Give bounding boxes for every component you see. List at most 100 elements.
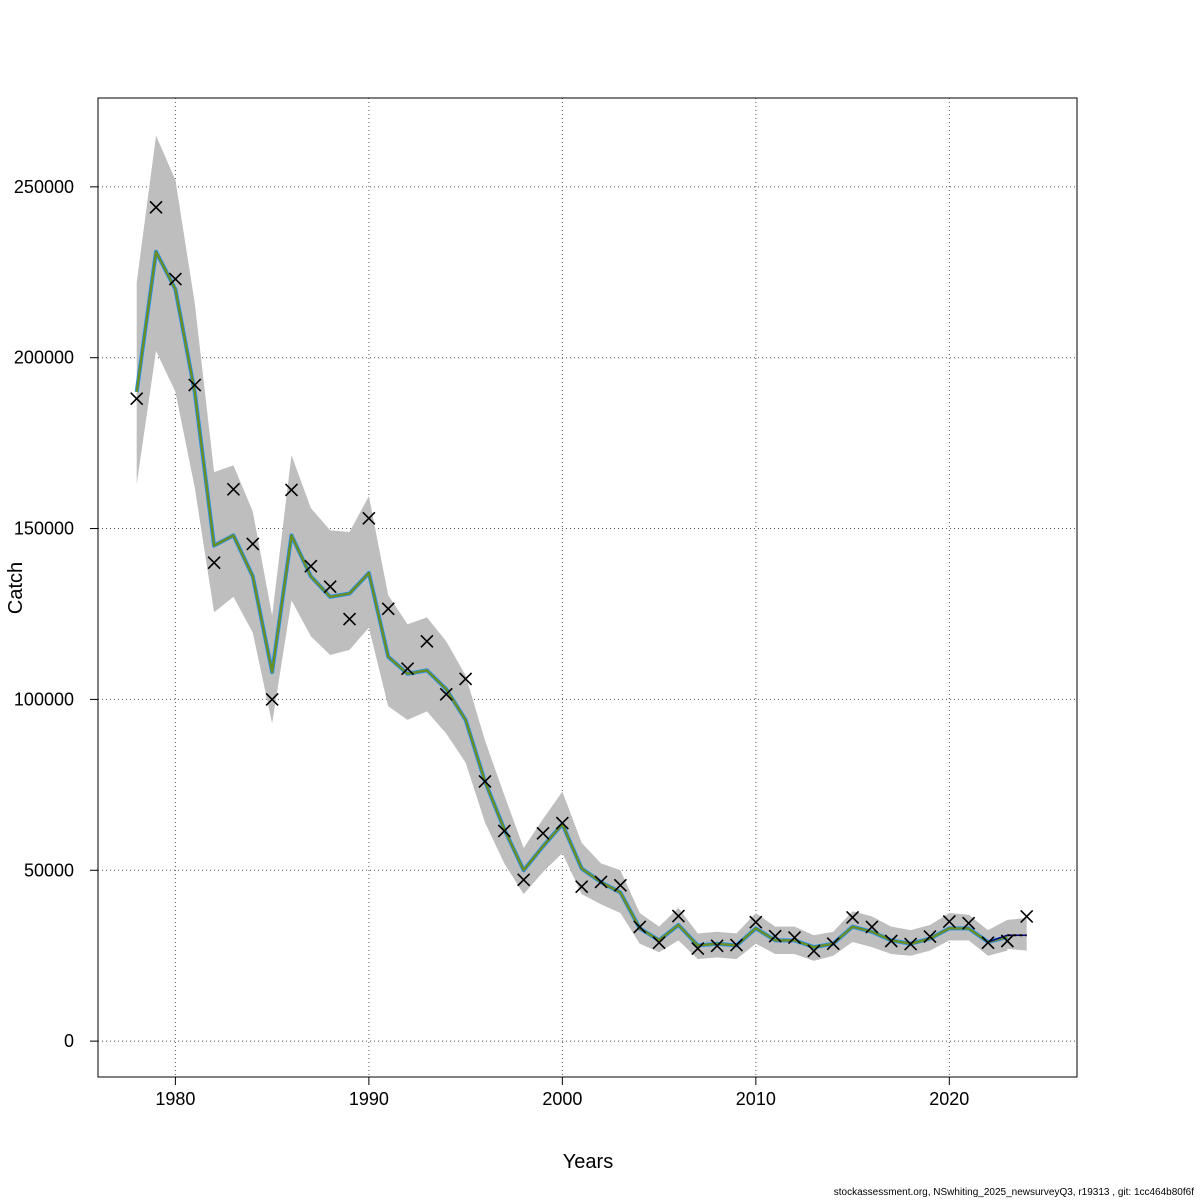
- observed-point-2003: [613, 878, 627, 892]
- observed-point-2019-stroke-b: [923, 929, 937, 944]
- footer-caption: stockassessment.org, NSwhiting_2025_news…: [833, 1187, 1194, 1198]
- observed-point-2018-stroke-b: [904, 937, 918, 951]
- observed-point-2009-stroke-b: [729, 938, 744, 952]
- observed-point-1995: [459, 672, 473, 686]
- observed-point-1979-stroke-b: [149, 200, 163, 214]
- y-axis-title: Catch: [5, 562, 27, 614]
- y-tick-label-0: 0: [64, 1031, 74, 1051]
- observed-point-2016: [865, 920, 879, 934]
- observed-point-1981: [188, 378, 202, 392]
- observed-point-2011: [768, 929, 782, 943]
- observed-point-1985: [265, 692, 279, 706]
- x-tick-label-1980: 1980: [155, 1089, 195, 1109]
- observed-point-2011-stroke-b: [768, 929, 782, 943]
- observed-point-2017: [884, 934, 898, 948]
- observed-point-1992: [400, 662, 415, 676]
- x-tick-label-2020: 2020: [929, 1089, 969, 1109]
- observed-point-1987: [304, 559, 318, 573]
- observed-point-1988: [323, 580, 337, 594]
- observed-point-1980: [168, 272, 182, 286]
- observed-point-1999-stroke-b: [536, 826, 550, 840]
- observed-point-2012: [787, 931, 802, 945]
- observed-point-2000: [555, 816, 569, 830]
- observed-point-1982-stroke-b: [207, 556, 221, 570]
- observed-point-1991-stroke-b: [381, 602, 395, 616]
- observed-point-1988-stroke-b: [323, 580, 337, 594]
- observed-point-1981-stroke-b: [188, 378, 202, 392]
- observed-point-2008: [710, 939, 724, 953]
- observed-point-1998: [517, 873, 531, 887]
- observed-point-2014-stroke-b: [826, 937, 840, 951]
- y-tick-label-100000: 100000: [14, 689, 74, 709]
- observed-point-2006: [671, 909, 686, 923]
- x-axis-title: Years: [563, 1151, 613, 1173]
- observed-point-1984: [246, 537, 260, 551]
- observed-point-1978: [130, 392, 144, 406]
- observed-point-2003-stroke-b: [613, 878, 627, 892]
- observed-point-1978-stroke-b: [130, 392, 144, 406]
- observed-point-2002: [594, 875, 608, 889]
- x-axis: 1980 1990 2000 2010 2020: [155, 1077, 969, 1109]
- observed-point-1998-stroke-b: [517, 873, 531, 887]
- y-tick-label-250000: 250000: [14, 177, 74, 197]
- observed-point-2007: [691, 941, 705, 956]
- observed-point-1982: [207, 556, 221, 570]
- observed-point-1993-stroke-b: [420, 634, 434, 648]
- observed-point-1992-stroke-b: [400, 662, 415, 676]
- observed-point-1997: [497, 824, 511, 838]
- observed-point-1984-stroke-b: [246, 537, 260, 551]
- observed-point-2022-stroke-b: [981, 936, 995, 950]
- observed-point-1999: [536, 826, 550, 840]
- observed-point-2013-stroke-b: [807, 944, 821, 958]
- observed-point-1979: [149, 200, 163, 214]
- observed-point-2016-stroke-b: [865, 920, 879, 934]
- observed-point-2005: [652, 936, 666, 950]
- observed-point-1986-stroke-b: [284, 483, 299, 497]
- observed-point-2005-stroke-b: [652, 936, 666, 950]
- observed-point-1986: [284, 483, 299, 497]
- observed-point-2024: [1020, 909, 1034, 923]
- observed-point-2009: [729, 938, 744, 952]
- observed-point-1989-stroke-b: [342, 612, 357, 626]
- observed-point-2004-stroke-b: [633, 920, 647, 934]
- observed-point-1996: [478, 774, 492, 788]
- observed-point-2001: [575, 880, 589, 894]
- observed-point-2021-stroke-b: [962, 916, 976, 930]
- observed-point-2007-stroke-b: [691, 941, 705, 956]
- observed-point-2015: [845, 910, 860, 924]
- observed-point-2000-stroke-b: [555, 816, 569, 830]
- observed-point-2001-stroke-b: [575, 880, 589, 894]
- observed-point-2010-stroke-b: [749, 915, 763, 929]
- observed-point-1996-stroke-b: [478, 774, 492, 788]
- observed-point-2018: [904, 937, 918, 951]
- observed-point-2017-stroke-b: [884, 934, 898, 948]
- observed-point-1994: [439, 687, 453, 701]
- observed-point-1997-stroke-b: [497, 824, 511, 838]
- y-tick-label-50000: 50000: [24, 860, 74, 880]
- x-tick-label-2010: 2010: [736, 1089, 776, 1109]
- plot-frame: [97, 97, 1078, 1078]
- observed-point-2022: [981, 936, 995, 950]
- observed-point-2006-stroke-b: [671, 909, 686, 923]
- y-tick-label-150000: 150000: [14, 519, 74, 539]
- observed-point-2023: [1000, 934, 1014, 948]
- observed-point-1993: [420, 634, 434, 648]
- observed-point-2020-stroke-b: [942, 914, 956, 929]
- confidence-band-estimate: [136, 135, 1008, 961]
- observed-point-1990: [362, 511, 376, 525]
- estimate-line-green: [135, 250, 1008, 949]
- observed-point-1989: [342, 612, 357, 626]
- x-tick-label-1990: 1990: [349, 1089, 389, 1109]
- observed-point-1991: [381, 602, 395, 616]
- observed-point-1980-stroke-b: [168, 272, 182, 286]
- observed-point-2012-stroke-b: [787, 931, 802, 945]
- observed-point-2015-stroke-b: [845, 910, 860, 924]
- observed-point-2002-stroke-b: [594, 875, 608, 889]
- y-tick-label-200000: 200000: [14, 348, 74, 368]
- estimate-lines: [134, 249, 1027, 950]
- observed-point-2008-stroke-b: [710, 939, 724, 953]
- observed-point-2004: [633, 920, 647, 934]
- observed-markers: [130, 200, 1034, 958]
